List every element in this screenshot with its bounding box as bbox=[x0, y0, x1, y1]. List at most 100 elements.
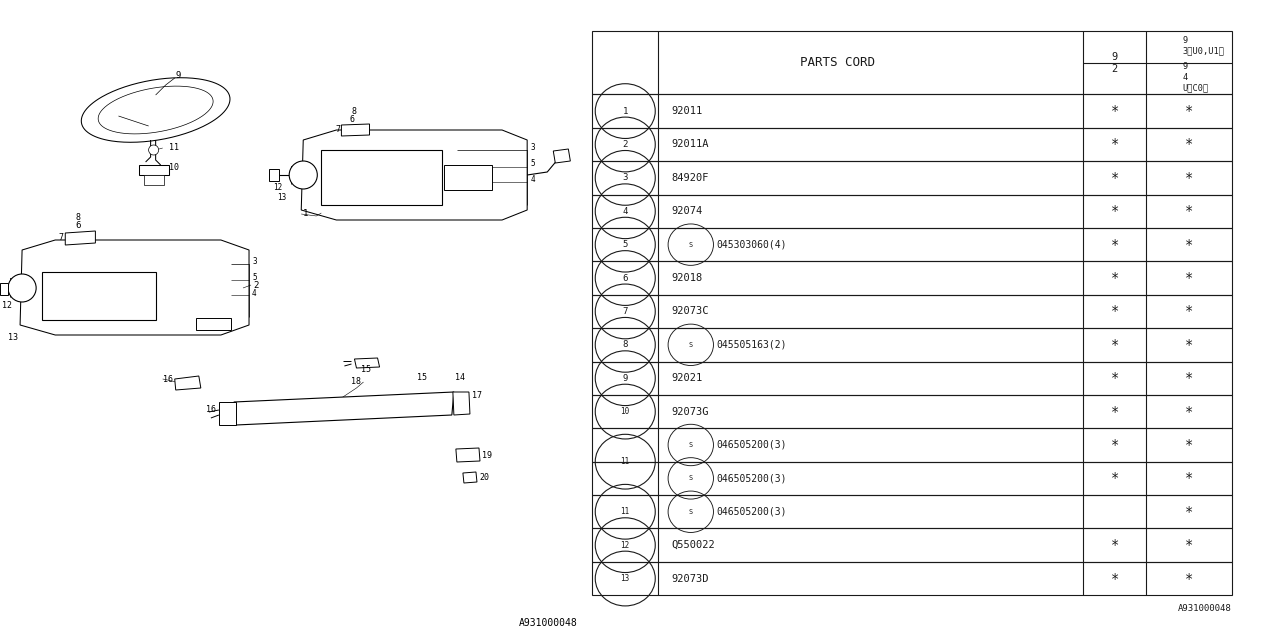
Bar bbox=[593, 95, 1231, 128]
Bar bbox=[593, 261, 1231, 295]
Text: 18: 18 bbox=[352, 378, 361, 387]
Text: *: * bbox=[1111, 538, 1119, 552]
Text: S: S bbox=[689, 442, 692, 448]
Bar bbox=[593, 295, 1231, 328]
Text: 14: 14 bbox=[454, 374, 465, 383]
Text: S: S bbox=[689, 509, 692, 515]
Text: 3: 3 bbox=[530, 143, 535, 152]
Text: *: * bbox=[1111, 171, 1119, 185]
Text: *: * bbox=[1185, 472, 1193, 485]
Text: 3: 3 bbox=[622, 173, 628, 182]
Text: *: * bbox=[1111, 572, 1119, 586]
Text: *: * bbox=[1111, 371, 1119, 385]
Bar bbox=[593, 328, 1231, 362]
Text: S: S bbox=[689, 476, 692, 481]
Polygon shape bbox=[174, 376, 201, 390]
Bar bbox=[593, 395, 1231, 428]
Text: *: * bbox=[1111, 305, 1119, 319]
Text: 7: 7 bbox=[622, 307, 628, 316]
Text: 92073G: 92073G bbox=[672, 406, 709, 417]
Polygon shape bbox=[444, 165, 492, 190]
Bar bbox=[593, 195, 1231, 228]
Text: 9: 9 bbox=[175, 70, 180, 79]
Polygon shape bbox=[42, 272, 156, 320]
Text: *: * bbox=[1185, 371, 1193, 385]
Text: 17: 17 bbox=[472, 392, 483, 401]
Polygon shape bbox=[0, 283, 8, 295]
Text: 10: 10 bbox=[621, 407, 630, 416]
Text: *: * bbox=[1185, 505, 1193, 519]
Text: PARTS CORD: PARTS CORD bbox=[800, 56, 876, 69]
Text: 11: 11 bbox=[621, 457, 630, 466]
Circle shape bbox=[289, 161, 317, 189]
Bar bbox=[593, 128, 1231, 161]
Bar bbox=[593, 31, 1231, 94]
Bar bbox=[593, 428, 1231, 461]
Text: A931000048: A931000048 bbox=[518, 618, 577, 628]
Bar bbox=[593, 461, 1231, 495]
Text: 046505200(3): 046505200(3) bbox=[716, 507, 787, 516]
Text: *: * bbox=[1185, 271, 1193, 285]
Text: *: * bbox=[1111, 237, 1119, 252]
Text: 20: 20 bbox=[479, 472, 489, 481]
Text: A931000048: A931000048 bbox=[1178, 604, 1231, 613]
Polygon shape bbox=[20, 240, 250, 335]
Text: 8: 8 bbox=[622, 340, 628, 349]
Text: 045505163(2): 045505163(2) bbox=[716, 340, 787, 350]
Text: *: * bbox=[1111, 104, 1119, 118]
Text: *: * bbox=[1111, 472, 1119, 485]
Text: 1: 1 bbox=[622, 107, 628, 116]
Text: 19: 19 bbox=[483, 451, 492, 460]
Text: 92073D: 92073D bbox=[672, 573, 709, 584]
Polygon shape bbox=[342, 124, 370, 136]
Polygon shape bbox=[269, 169, 279, 181]
Bar bbox=[593, 562, 1231, 595]
Polygon shape bbox=[321, 150, 442, 205]
Bar bbox=[593, 362, 1231, 395]
Polygon shape bbox=[196, 318, 230, 330]
Text: 2: 2 bbox=[622, 140, 628, 149]
Text: 12: 12 bbox=[3, 301, 12, 310]
Text: 046505200(3): 046505200(3) bbox=[716, 440, 787, 450]
Text: 5: 5 bbox=[530, 159, 535, 168]
Text: 4: 4 bbox=[530, 175, 535, 184]
Text: 7: 7 bbox=[335, 125, 340, 134]
Bar bbox=[593, 228, 1231, 261]
Text: 5: 5 bbox=[622, 240, 628, 249]
Circle shape bbox=[8, 274, 36, 302]
Polygon shape bbox=[138, 165, 169, 175]
Text: *: * bbox=[1185, 338, 1193, 352]
Text: 4: 4 bbox=[252, 289, 257, 298]
Text: *: * bbox=[1185, 104, 1193, 118]
Text: *: * bbox=[1185, 572, 1193, 586]
Text: S: S bbox=[689, 342, 692, 348]
Text: 12: 12 bbox=[273, 182, 283, 191]
Text: *: * bbox=[1111, 271, 1119, 285]
Bar bbox=[593, 529, 1231, 562]
Text: *: * bbox=[1185, 438, 1193, 452]
Text: S: S bbox=[689, 242, 692, 248]
Polygon shape bbox=[143, 175, 164, 185]
Polygon shape bbox=[456, 448, 480, 462]
Text: *: * bbox=[1111, 438, 1119, 452]
Text: 92018: 92018 bbox=[672, 273, 703, 283]
Text: 5: 5 bbox=[252, 273, 257, 282]
Text: 9
4
U〈C0〉: 9 4 U〈C0〉 bbox=[1183, 62, 1208, 93]
Text: *: * bbox=[1185, 138, 1193, 152]
Text: 92073C: 92073C bbox=[672, 307, 709, 316]
Text: 8: 8 bbox=[76, 214, 81, 223]
Text: 10: 10 bbox=[169, 163, 179, 173]
Text: 13: 13 bbox=[278, 193, 287, 202]
Text: 6: 6 bbox=[622, 273, 628, 282]
Bar bbox=[593, 161, 1231, 195]
Text: 92011A: 92011A bbox=[672, 140, 709, 150]
Text: 15: 15 bbox=[417, 374, 426, 383]
Text: *: * bbox=[1111, 404, 1119, 419]
Text: *: * bbox=[1111, 338, 1119, 352]
Polygon shape bbox=[355, 358, 380, 368]
Text: 13: 13 bbox=[621, 574, 630, 583]
Text: Q550022: Q550022 bbox=[672, 540, 716, 550]
Polygon shape bbox=[463, 472, 477, 483]
Circle shape bbox=[148, 145, 159, 155]
Text: 11: 11 bbox=[169, 143, 179, 152]
